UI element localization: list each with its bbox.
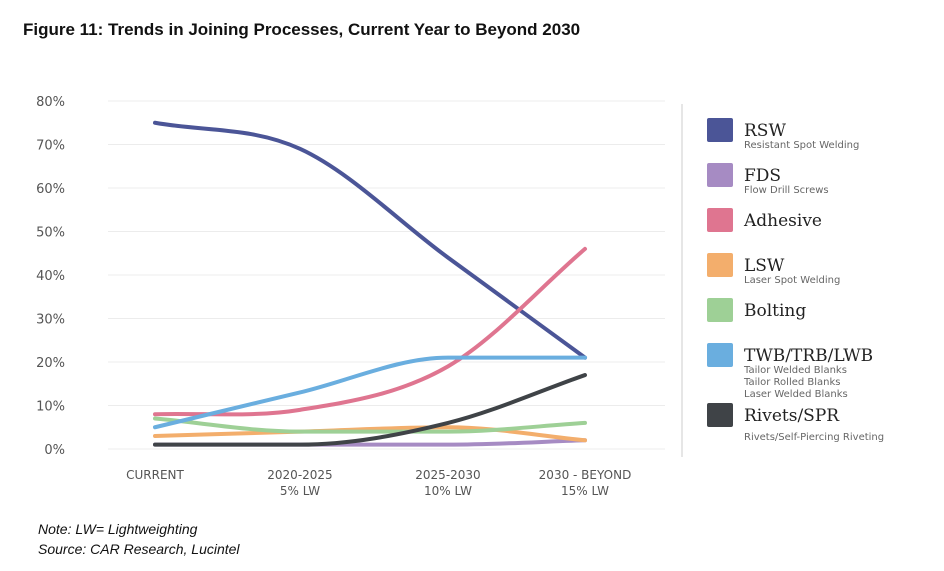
x-tick-sublabel: 10% LW xyxy=(424,484,472,498)
legend-desc-rivets-spr: Rivets/Self-Piercing Riveting xyxy=(744,432,884,443)
legend-swatch-rsw xyxy=(707,118,733,142)
y-tick-label: 80% xyxy=(36,95,65,110)
figure-notes: Note: LW= Lightweighting Source: CAR Res… xyxy=(38,519,240,559)
x-tick-label: 2025-2030 xyxy=(415,468,480,482)
y-tick-label: 50% xyxy=(36,226,65,241)
legend-swatch-fds xyxy=(707,163,733,187)
x-tick-label: CURRENT xyxy=(126,468,184,482)
series-line-adhesive xyxy=(153,246,587,417)
note-text: Note: LW= Lightweighting xyxy=(38,521,198,537)
grid-lines xyxy=(108,100,665,450)
series-lines xyxy=(153,120,587,447)
series-line-bolting xyxy=(153,416,587,434)
y-tick-label: 20% xyxy=(36,356,65,371)
legend-label-lsw: LSW xyxy=(744,256,785,276)
legend-desc-fds: Flow Drill Screws xyxy=(744,185,829,196)
legend-desc-twb-trb-lwb: Laser Welded Blanks xyxy=(744,389,848,400)
source-text: Source: CAR Research, Lucintel xyxy=(38,541,240,557)
y-tick-label: 70% xyxy=(36,139,65,154)
legend-label-adhesive: Adhesive xyxy=(743,211,822,231)
x-tick-label: 2020-2025 xyxy=(267,468,332,482)
y-tick-label: 40% xyxy=(36,269,65,284)
legend-swatch-adhesive xyxy=(707,208,733,232)
legend-label-rsw: RSW xyxy=(744,121,786,141)
y-tick-label: 60% xyxy=(36,182,65,197)
legend-desc-twb-trb-lwb: Tailor Welded Blanks xyxy=(743,365,847,376)
series-line-lsw xyxy=(153,425,587,443)
y-tick-label: 30% xyxy=(36,313,65,328)
y-axis: 0% 10% 20% 30% 40% 50% 60% 70% 80% xyxy=(36,95,65,458)
figure-title: Figure 11: Trends in Joining Processes, … xyxy=(23,20,581,39)
legend-swatch-lsw xyxy=(707,253,733,277)
series-line-rsw xyxy=(153,120,587,360)
y-tick-label: 10% xyxy=(36,400,65,415)
series-line-rivets-spr xyxy=(153,373,587,447)
series-line-twb-trb-lwb xyxy=(153,355,587,430)
x-tick-label: 2030 - BEYOND xyxy=(539,468,632,482)
legend-label-bolting: Bolting xyxy=(744,301,806,321)
x-tick-sublabel: 15% LW xyxy=(561,484,609,498)
legend-label-rivets-spr: Rivets/SPR xyxy=(744,406,840,426)
x-axis: CURRENT 2020-2025 5% LW 2025-2030 10% LW 2030… xyxy=(126,468,631,498)
legend-desc-lsw: Laser Spot Welding xyxy=(744,275,840,286)
legend-swatch-bolting xyxy=(707,298,733,322)
legend-swatch-twb-trb-lwb xyxy=(707,343,733,367)
legend-desc-twb-trb-lwb: Tailor Rolled Blanks xyxy=(743,377,841,388)
legend-label-fds: FDS xyxy=(744,166,781,186)
x-tick-sublabel: 5% LW xyxy=(280,484,320,498)
legend-swatch-rivets-spr xyxy=(707,403,733,427)
y-tick-label: 0% xyxy=(44,443,65,458)
legend-desc-rsw: Resistant Spot Welding xyxy=(744,140,859,151)
legend-label-twb-trb-lwb: TWB/TRB/LWB xyxy=(744,346,873,366)
